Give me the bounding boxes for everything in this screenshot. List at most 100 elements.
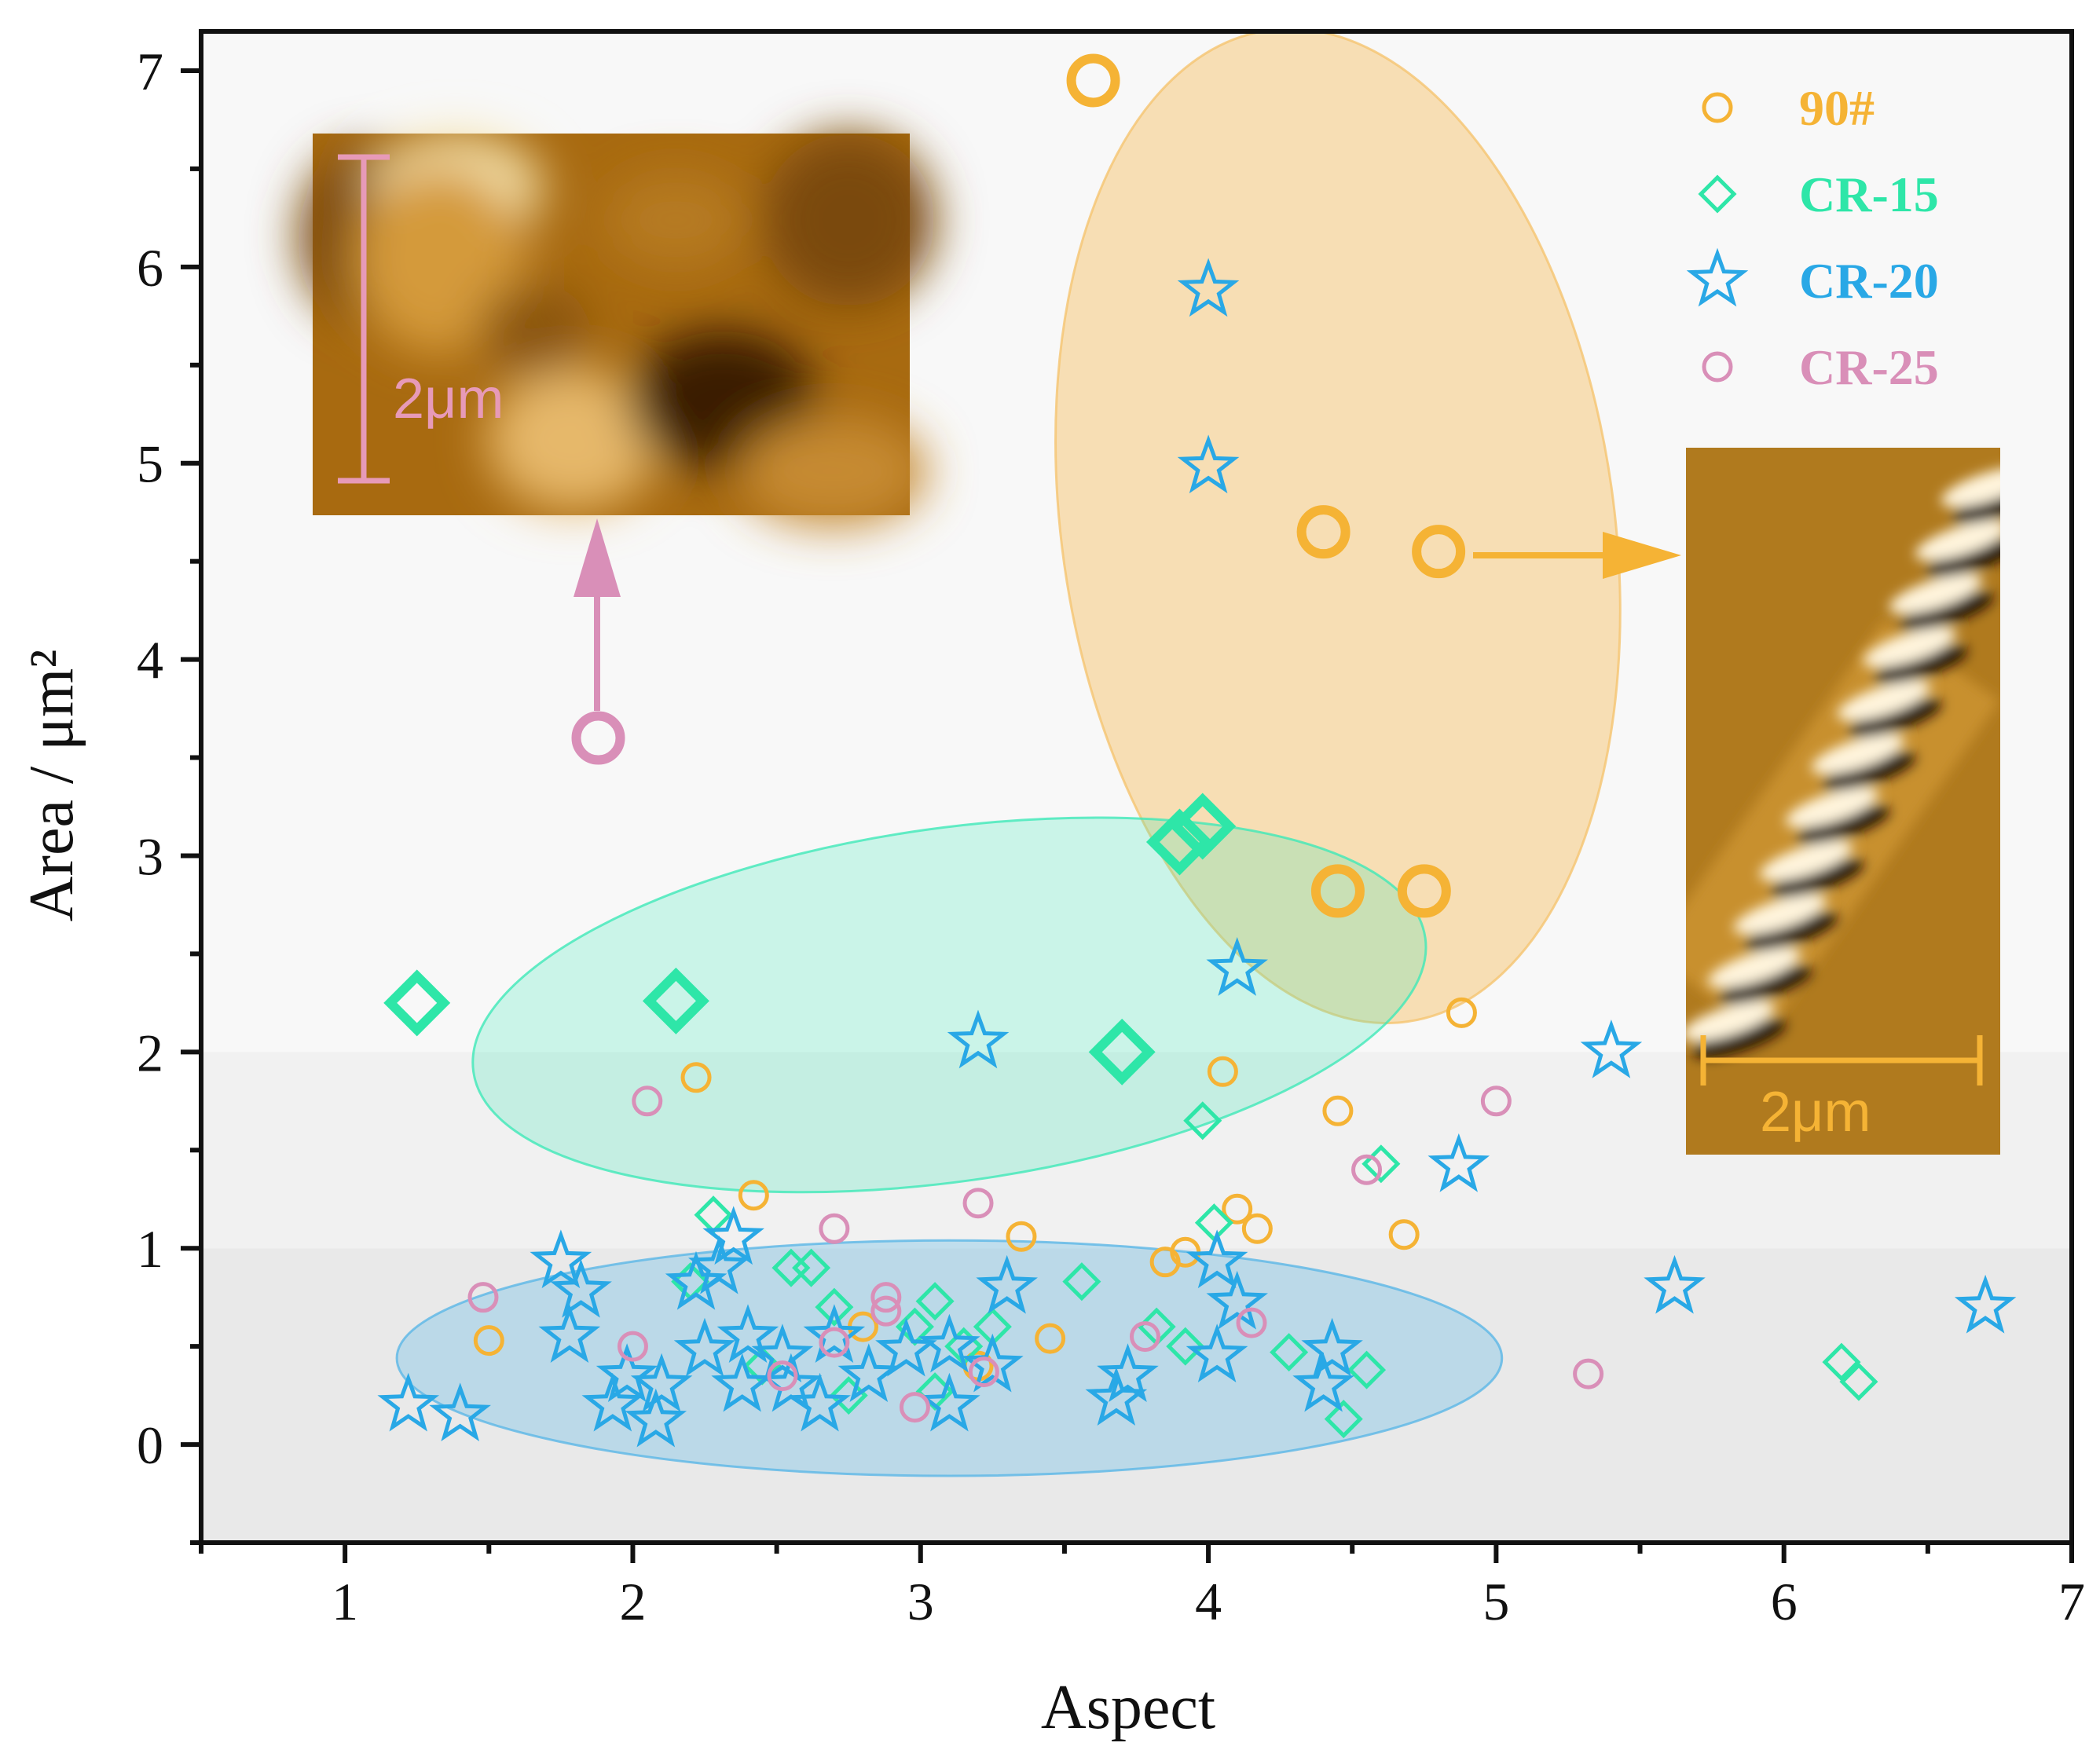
afm-stripe-dark (1900, 591, 1994, 631)
cluster-ellipse (471, 816, 1427, 1194)
data-point (1270, 1333, 1309, 1372)
afm-stripe-light (1707, 947, 1801, 988)
data-point (1839, 1362, 1878, 1401)
data-point (792, 1248, 831, 1287)
data-point (596, 1343, 658, 1403)
afm-stripe-dark (1926, 538, 2000, 577)
data-point (530, 1229, 592, 1289)
data-point (1412, 525, 1466, 579)
data-point (1207, 1056, 1238, 1087)
data-point (947, 1009, 1010, 1069)
y-tick-label: 3 (137, 826, 163, 886)
x-tick-label: 7 (2058, 1572, 2085, 1631)
y-tick-label: 4 (137, 631, 163, 690)
data-point (1129, 1321, 1160, 1353)
data-point (1206, 937, 1268, 996)
x-axis: 1 2 3 4 5 6 7 (199, 1543, 2085, 1631)
data-point (1301, 1317, 1363, 1377)
x-tick-label: 5 (1482, 1572, 1509, 1631)
afm-stripe-dark (1770, 859, 1864, 898)
data-point (473, 1325, 504, 1356)
data-point (1427, 1133, 1490, 1192)
afm-stripe-light (1785, 787, 1879, 828)
legend-label: CR-20 (1799, 253, 1939, 309)
cluster-ellipse (1054, 31, 1622, 1025)
afm-stripe-dark (1718, 965, 1812, 1005)
afm-stripe-light (1889, 573, 1983, 614)
data-point (1573, 1358, 1604, 1389)
legend-label: CR-25 (1799, 339, 1939, 395)
data-point (899, 1392, 930, 1423)
data-point (1006, 1221, 1037, 1252)
series-CR-15 (383, 793, 1878, 1439)
inset-90-scale-label: 2μm (1760, 1081, 1871, 1144)
legend-marker (1702, 351, 1733, 383)
data-point (1186, 1229, 1248, 1289)
afm-stripe-dark (1796, 805, 1890, 844)
y-tick-label: 7 (137, 42, 163, 101)
legend-item: 90# (1702, 80, 1875, 136)
data-point (680, 1062, 712, 1093)
y-tick-label: 6 (137, 238, 163, 298)
legend-label: CR-15 (1799, 167, 1939, 222)
legend-marker (1702, 92, 1733, 123)
data-point (915, 1282, 955, 1321)
x-tick-label: 3 (907, 1572, 934, 1631)
data-point (581, 1372, 644, 1432)
afm-stripe-dark (1692, 1019, 1787, 1058)
x-tick-label: 1 (332, 1572, 358, 1631)
x-tick-label: 4 (1195, 1572, 1222, 1631)
data-point (1097, 1343, 1159, 1403)
data-point (1347, 1350, 1387, 1389)
data-point (1145, 808, 1213, 876)
series-90# (473, 53, 1477, 1382)
y-tick-label: 1 (137, 1219, 163, 1279)
afm-stripe-dark (1848, 698, 1942, 738)
data-point (870, 1295, 902, 1327)
data-point (716, 1304, 779, 1364)
data-point (1062, 1262, 1101, 1302)
data-point (837, 1343, 900, 1403)
data-point (1186, 1323, 1248, 1383)
plot-frame (199, 29, 2074, 1545)
data-point (1310, 864, 1365, 918)
data-point (875, 1317, 937, 1377)
data-point (1177, 258, 1240, 317)
data-point (538, 1304, 601, 1364)
y-axis: 0 1 2 3 4 5 6 7 (137, 42, 201, 1545)
afm-stripe-light (1686, 1001, 1776, 1042)
afm-stripe-light (1733, 894, 1827, 935)
data-point (1446, 997, 1477, 1028)
data-point (1035, 1323, 1066, 1354)
data-point (1351, 1154, 1383, 1185)
legend-marker (1698, 174, 1737, 214)
data-point (711, 1353, 773, 1412)
data-point (962, 1188, 994, 1219)
data-point (1480, 1086, 1512, 1117)
data-point (918, 1372, 980, 1432)
data-point (1241, 1213, 1273, 1244)
data-point (1822, 1342, 1861, 1382)
data-point (1397, 864, 1451, 918)
data-point (803, 1304, 866, 1364)
data-point (819, 1213, 850, 1244)
legend-marker (1686, 247, 1749, 307)
data-point (1085, 1367, 1148, 1426)
afm-stripe-light (1837, 680, 1931, 721)
data-point (1177, 434, 1240, 494)
y-tick-label: 5 (137, 434, 163, 494)
data-point (1222, 1193, 1253, 1225)
data-point (673, 1317, 736, 1377)
data-point (1166, 1327, 1205, 1366)
data-point (1292, 1353, 1354, 1412)
data-point (702, 1206, 764, 1265)
afm-stripe-light (1811, 734, 1905, 774)
data-point (968, 1356, 999, 1388)
data-point (429, 1382, 491, 1442)
data-point (632, 1086, 663, 1117)
data-points (377, 53, 2017, 1448)
data-point (1066, 53, 1120, 108)
data-point (962, 1333, 1024, 1393)
data-point (383, 969, 451, 1037)
